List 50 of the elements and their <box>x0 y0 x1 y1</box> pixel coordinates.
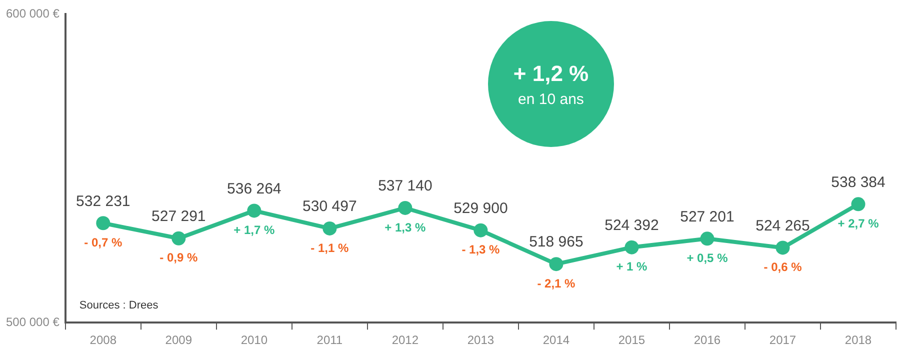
annotation: + 1,3 % <box>384 220 426 234</box>
data-label: 536 264 <box>227 180 282 198</box>
point <box>549 257 564 272</box>
x-tick-label: 2014 <box>542 333 570 348</box>
x-tick-label: 2010 <box>240 333 268 348</box>
point <box>322 221 337 236</box>
annotation: - 2,1 % <box>537 276 576 290</box>
annotation: Sources : Drees <box>79 300 159 312</box>
y-tick-label: 600 000 € <box>6 6 60 20</box>
data-label: 537 140 <box>378 178 432 195</box>
x-tick-label: 2012 <box>392 333 419 348</box>
point <box>96 216 110 230</box>
data-label: 518 965 <box>529 234 584 251</box>
data-label: 529 900 <box>454 200 508 217</box>
point <box>624 240 639 254</box>
data-label: 530 497 <box>302 198 357 216</box>
point <box>700 232 714 246</box>
point <box>474 223 488 238</box>
x-tick-label: 2017 <box>769 333 796 348</box>
annotation: - 1,1 % <box>310 240 350 255</box>
annotation: + 1,7 % <box>234 223 276 237</box>
point <box>851 197 866 212</box>
point <box>776 240 790 255</box>
x-tick-label: 2015 <box>618 333 646 348</box>
x-tick-label: 2018 <box>844 333 872 348</box>
data-label: 524 265 <box>756 217 810 234</box>
annotation: - 0,6 % <box>764 260 802 274</box>
annotation: - 1,3 % <box>462 242 500 257</box>
data-label: 527 201 <box>680 208 734 226</box>
x-tick-label: 2011 <box>316 333 343 348</box>
data-label: 538 384 <box>831 174 886 191</box>
data-label: 532 231 <box>76 192 130 210</box>
point <box>172 231 186 246</box>
annotation: - 0,7 % <box>84 235 122 250</box>
data-label: 527 291 <box>152 208 206 226</box>
y-tick-label: 500 000 € <box>6 314 60 329</box>
point <box>398 200 412 215</box>
x-tick-label: 2009 <box>165 333 192 348</box>
x-tick-label: 2013 <box>467 333 494 348</box>
annotation: + 2,7 % <box>838 216 880 230</box>
annotation: en 10 ans <box>518 90 584 108</box>
annotation: + 0,5 % <box>686 250 728 265</box>
data-label: 524 392 <box>604 216 659 234</box>
x-tick-label: 2008 <box>90 333 117 348</box>
point <box>247 204 262 218</box>
annotation: - 0,9 % <box>160 250 198 265</box>
x-tick-label: 2016 <box>694 333 721 348</box>
annotation: + 1 % <box>616 260 648 274</box>
circle-badge: + 1,2 % en 10 ans <box>488 21 614 147</box>
annotation: + 1,2 % <box>513 60 589 86</box>
